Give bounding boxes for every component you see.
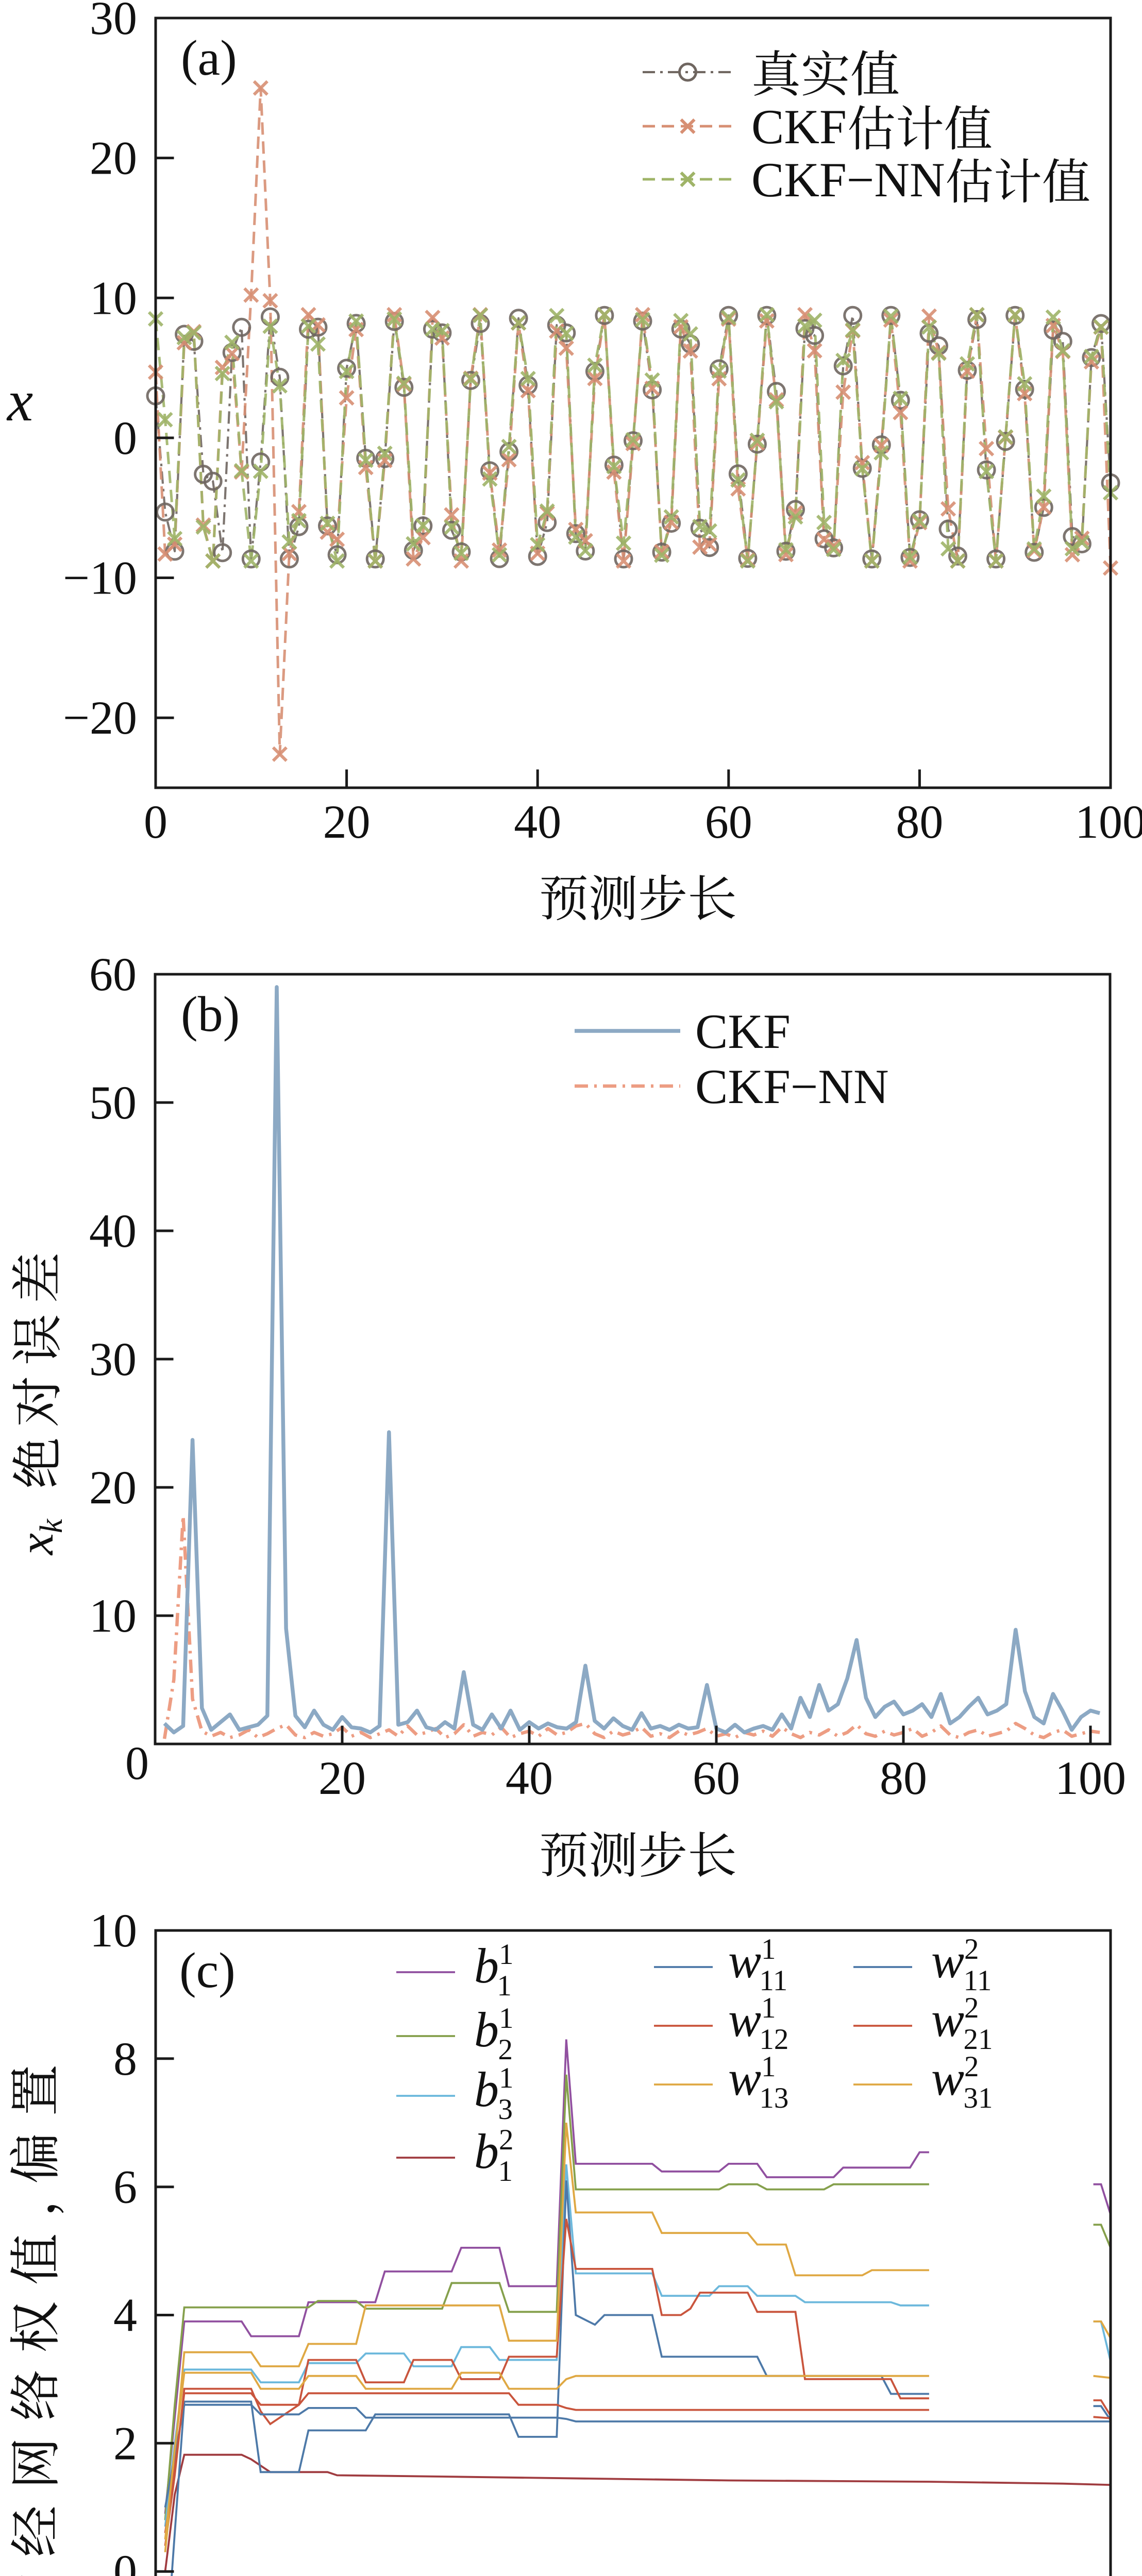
svg-text:0: 0 [113,2545,137,2576]
svg-text:10: 10 [90,272,137,324]
svg-text:6: 6 [113,2161,137,2213]
svg-text:CKF: CKF [751,99,847,154]
svg-text:20: 20 [90,132,137,184]
svg-text:−10: −10 [63,552,137,604]
svg-text:20: 20 [89,1461,137,1514]
svg-text:b11: b1 1 [474,1938,512,2002]
svg-text:0: 0 [113,412,137,464]
svg-text:xk: xk [9,1518,69,1556]
svg-text:100: 100 [1055,1752,1126,1804]
svg-text:60: 60 [89,948,137,1001]
svg-text:20: 20 [323,795,371,848]
svg-text:b21: b2 1 [474,2124,514,2188]
svg-text:8: 8 [113,2032,137,2085]
svg-text:CKF−NN: CKF−NN [751,152,945,207]
svg-text:30: 30 [90,0,137,44]
svg-text:0: 0 [125,1737,149,1789]
svg-text:40: 40 [89,1205,137,1257]
svg-text:60: 60 [705,795,752,848]
svg-text:(c): (c) [179,1943,236,1998]
svg-text:50: 50 [89,1076,137,1129]
svg-text:−20: −20 [63,691,137,744]
svg-text:2: 2 [113,2417,137,2469]
svg-text:20: 20 [318,1752,366,1804]
svg-text:30: 30 [89,1333,137,1385]
svg-text:10: 10 [90,1904,137,1957]
svg-text:b12: b1 2 [474,2002,514,2066]
svg-text:b13: b1 3 [474,2062,514,2126]
svg-text:80: 80 [880,1752,927,1804]
svg-text:(a): (a) [181,30,237,86]
svg-text:x: x [6,369,33,433]
svg-text:10: 10 [89,1589,137,1642]
svg-text:0: 0 [144,795,167,848]
svg-text:(b): (b) [181,987,240,1042]
svg-text:40: 40 [514,795,561,848]
svg-text:100: 100 [1075,795,1142,848]
svg-text:80: 80 [896,795,943,848]
svg-text:4: 4 [113,2289,137,2342]
svg-text:CKF−NN: CKF−NN [695,1059,889,1114]
svg-text:60: 60 [693,1752,740,1804]
svg-text:40: 40 [506,1752,553,1804]
svg-text:CKF: CKF [695,1004,791,1059]
